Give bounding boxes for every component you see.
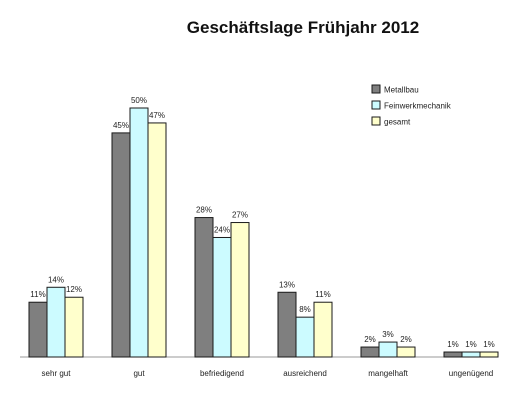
bar	[313, 301, 333, 358]
legend-swatch	[371, 116, 381, 126]
bar	[111, 132, 131, 358]
legend: Metallbau Feinwerkmechanik gesamt	[371, 84, 452, 127]
bar	[443, 351, 463, 358]
bar	[28, 301, 48, 358]
data-label: 2%	[400, 335, 412, 344]
category-label: mangelhaft	[368, 369, 408, 378]
data-label: 3%	[382, 330, 394, 339]
legend-swatch	[371, 100, 381, 110]
data-label: 50%	[131, 96, 147, 105]
bar	[277, 291, 297, 358]
category-label: gut	[133, 369, 145, 378]
category-label: ausreichend	[283, 369, 327, 378]
value-labels: 11%14%12%45%50%47%28%24%27%13%8%11%2%3%2…	[30, 96, 494, 349]
data-label: 14%	[48, 275, 64, 284]
data-label: 24%	[214, 225, 230, 234]
legend-swatch	[371, 84, 381, 94]
data-label: 45%	[113, 121, 129, 130]
bar	[212, 236, 232, 358]
bars	[28, 107, 499, 358]
data-label: 47%	[149, 111, 165, 120]
data-label: 13%	[279, 280, 295, 289]
bar	[46, 286, 66, 358]
data-label: 1%	[447, 340, 459, 349]
legend-label: Feinwerkmechanik	[384, 102, 452, 111]
category-label: ungenügend	[449, 369, 494, 378]
category-label: befriedigend	[200, 369, 244, 378]
legend-label: Metallbau	[384, 86, 419, 95]
category-labels: sehr gut gut befriedigend ausreichend mangel…	[42, 369, 494, 378]
data-label: 1%	[465, 340, 477, 349]
bar	[396, 346, 416, 358]
data-label: 2%	[364, 335, 376, 344]
data-label: 12%	[66, 285, 82, 294]
data-label: 8%	[299, 305, 311, 314]
legend-label: gesamt	[384, 118, 411, 127]
bar	[479, 351, 499, 358]
bar	[230, 222, 250, 358]
bar	[194, 217, 214, 358]
data-label: 1%	[483, 340, 495, 349]
bar	[129, 107, 149, 358]
bar	[461, 351, 481, 358]
bar	[378, 341, 398, 358]
data-label: 28%	[196, 206, 212, 215]
category-label: sehr gut	[42, 369, 72, 378]
bar	[64, 296, 84, 358]
bar	[147, 122, 167, 358]
data-label: 11%	[30, 290, 45, 299]
data-label: 27%	[232, 211, 248, 220]
data-label: 11%	[315, 290, 330, 299]
chart-title: Geschäftslage Frühjahr 2012	[186, 18, 420, 37]
bar	[360, 346, 380, 358]
bar	[295, 316, 315, 358]
